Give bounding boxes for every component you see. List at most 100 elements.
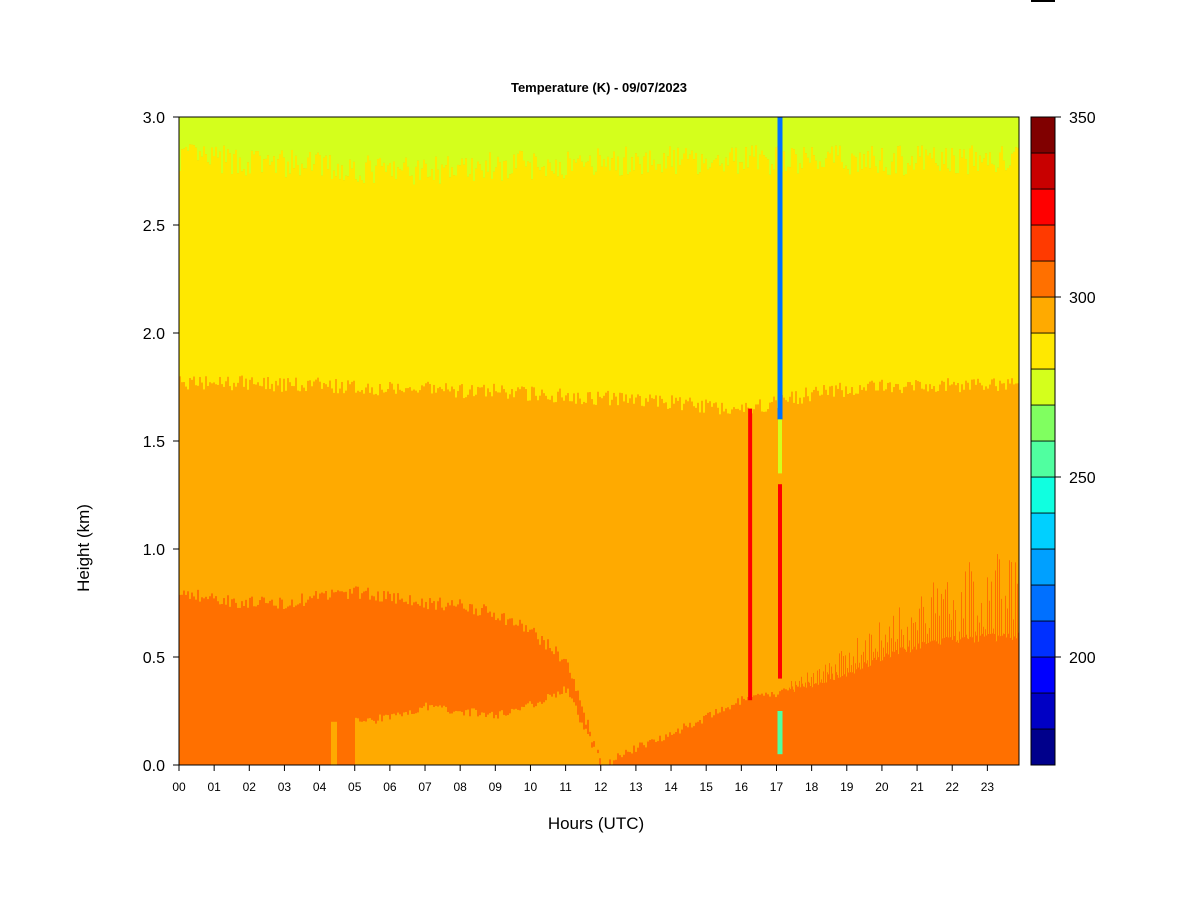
heatmap-cell [843,674,845,765]
heatmap-cell [863,154,865,388]
heatmap-cell [563,686,565,765]
heatmap-cell [477,716,479,765]
heatmap-cell [535,706,537,765]
heatmap-cell [915,622,916,650]
heatmap-cell [485,117,487,161]
heatmap-cell [809,686,811,765]
heatmap-cell [543,702,545,765]
heatmap-cell [437,601,439,765]
heatmap-cell [219,151,221,377]
heatmap-cell [311,117,313,171]
heatmap-cell [711,162,713,407]
heatmap-cell [589,117,591,156]
heatmap-cell [553,117,555,174]
heatmap-cell [927,633,928,643]
heatmap-cell [791,686,793,765]
heatmap-cell [429,176,431,385]
heatmap-cell [251,150,253,378]
heatmap-cell [277,159,279,386]
heatmap-cell [353,117,355,162]
heatmap-cell [919,608,920,649]
heatmap-cell [921,145,923,389]
heatmap-cell [439,117,441,184]
heatmap-cell [535,156,537,396]
colorbar-swatch [1030,404,1056,442]
heatmap-cell [361,117,363,181]
heatmap-cell [417,604,419,765]
heatmap-cell [1013,117,1015,152]
heatmap-cell [747,117,749,168]
heatmap-cell [439,183,441,387]
heatmap-cell [969,148,971,390]
heatmap-cell [741,696,743,765]
heatmap-cell [975,635,977,765]
heatmap-cell [647,172,649,402]
heatmap-cell [871,146,873,381]
heatmap-cell [655,742,657,765]
heatmap-cell [783,151,785,398]
y-tick-label: 2.5 [143,218,165,235]
heatmap-cell [875,648,876,660]
heatmap-cell [641,117,643,175]
heatmap-cell [835,672,837,765]
heatmap-cell [445,117,447,166]
heatmap-cell [701,154,703,401]
heatmap-cell [825,158,827,390]
heatmap-cell [637,156,639,395]
heatmap-cell [753,156,755,410]
heatmap-cell [953,635,955,765]
heatmap-cell [587,161,589,393]
heatmap-cell [973,581,974,643]
heatmap-cell [813,683,815,765]
heatmap-cell [929,641,931,765]
heatmap-cell [973,166,975,380]
heatmap-cell [417,117,419,161]
x-tick-label: 23 [981,780,995,794]
heatmap-cell [247,607,249,765]
heatmap-cell [907,626,908,647]
colorbar-swatch [1030,584,1056,622]
heatmap-cell [979,635,981,765]
heatmap-cell [847,117,849,170]
heatmap-cell [505,715,507,765]
heatmap-cell [865,640,866,664]
heatmap-cell [205,596,207,765]
heatmap-cell [211,147,213,384]
heatmap-cell [273,605,275,765]
heatmap-cell [583,117,585,167]
heatmap-cell [859,662,860,670]
heatmap-cell [971,571,972,638]
heatmap-cell [215,146,217,385]
heatmap-cell [459,599,461,765]
heatmap-cell [461,603,463,765]
heatmap-cell [197,117,199,161]
colorbar-swatch [1030,260,1056,298]
heatmap-cell [513,117,515,155]
heatmap-cell [953,117,955,156]
heatmap-cell [789,167,791,397]
heatmap-cell [313,117,315,165]
heatmap-cell [515,168,517,392]
heatmap-cell [775,697,777,765]
heatmap-cell [603,159,605,396]
heatmap-cell [843,117,845,169]
heatmap-cell [665,168,667,403]
heatmap-cell [223,145,225,387]
heatmap-cell [213,155,215,383]
heatmap-cell [963,618,964,638]
heatmap-cell [361,721,363,765]
heatmap-cell [361,593,363,765]
heatmap-cell [357,181,359,391]
heatmap-cell [351,168,353,382]
heatmap-cell [557,117,559,177]
heatmap-cell [239,157,241,377]
heatmap-cell [817,670,818,685]
heatmap-cell [511,117,513,174]
heatmap-cell [827,117,829,152]
heatmap-cell [849,652,850,673]
heatmap-cell [957,117,959,174]
heatmap-cell [235,117,237,150]
heatmap-cell [741,162,743,405]
heatmap-cell [503,613,505,765]
heatmap-cell [819,682,821,765]
